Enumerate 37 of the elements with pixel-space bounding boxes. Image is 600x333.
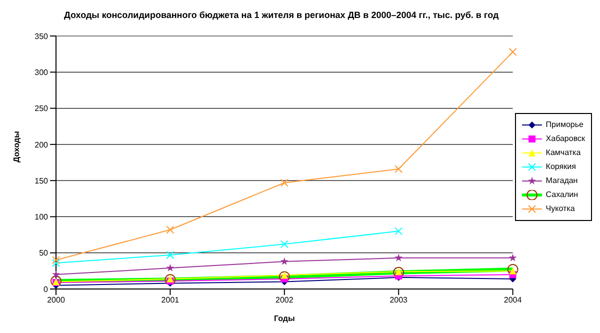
point [52,256,60,264]
legend-label: Магадан [546,174,578,187]
legend-label: Камчатка [546,146,581,158]
legend-label: Корякия [546,160,576,173]
x-tick-label: 2002 [276,296,294,305]
point [52,270,60,278]
x-tick-label: 2004 [504,296,522,305]
x-tick-label: 2001 [161,296,180,305]
legend-label: Приморье [546,118,584,131]
point [280,257,288,265]
y-tick-label: 0 [44,284,49,294]
x-tick-label: 2000 [47,296,66,305]
legend-label: Хабаровск [546,132,585,145]
point [52,258,60,267]
legend-label: Чукотка [546,202,575,215]
legend-label: Сахалин [546,188,578,200]
y-tick-label: 100 [34,212,49,222]
point [166,264,174,272]
point [394,254,403,262]
x-tick-label: 2003 [390,296,408,305]
point [280,178,288,187]
y-tick-label: 300 [34,68,49,77]
y-tick-label: 200 [34,140,49,150]
point [166,226,174,234]
y-tick-label: 150 [34,176,49,186]
y-axis-title: Доходы [12,130,21,162]
x-axis-title: Годы [274,314,295,323]
point [508,48,517,56]
y-tick-label: 50 [39,248,49,258]
point [166,251,174,260]
point [394,227,403,236]
chart-title: Доходы консолидированного бюджета на 1 жителя в регионах ДВ в 2000–2004 гг., тыс. руб. в год [64,10,499,20]
y-tick-label: 350 [34,32,49,41]
point [394,165,403,174]
point [508,254,517,262]
point [280,240,288,248]
y-tick-label: 250 [34,104,49,114]
